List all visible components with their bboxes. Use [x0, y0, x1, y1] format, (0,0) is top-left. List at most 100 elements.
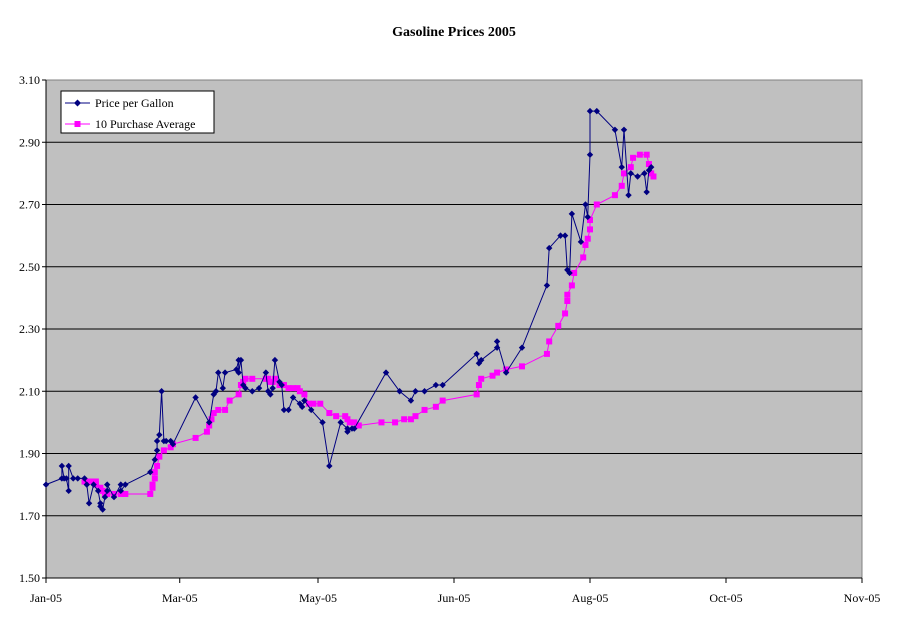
- data-point-price: [396, 388, 403, 395]
- data-point-average: [269, 378, 276, 385]
- data-point-average: [242, 375, 249, 382]
- data-point-price: [81, 475, 88, 482]
- data-point-average: [290, 385, 297, 392]
- data-point-average: [151, 469, 158, 476]
- legend-label-price: Price per Gallon: [95, 96, 174, 110]
- data-point-price: [432, 381, 440, 389]
- data-point-price: [90, 481, 97, 488]
- y-tick-label: 1.70: [19, 509, 40, 523]
- data-point-price: [584, 213, 591, 221]
- data-point-average: [475, 382, 482, 389]
- data-point-price: [564, 266, 571, 274]
- data-point-price: [94, 487, 102, 495]
- data-point-price: [206, 419, 213, 426]
- data-point-average: [154, 462, 161, 469]
- data-point-average: [235, 391, 242, 398]
- data-point-price: [439, 381, 446, 389]
- data-point-average: [494, 369, 501, 376]
- data-point-average: [584, 235, 591, 242]
- x-tick-label: Oct-05: [709, 591, 742, 605]
- data-point-price: [319, 419, 326, 426]
- data-point-price: [566, 269, 573, 277]
- y-tick-label: 3.10: [19, 73, 40, 87]
- chart-title: Gasoline Prices 2005: [392, 25, 516, 40]
- data-point-average: [310, 400, 317, 407]
- data-point-average: [562, 310, 569, 317]
- data-point-average: [271, 375, 278, 382]
- data-point-average: [156, 453, 163, 460]
- data-point-average: [265, 375, 272, 382]
- data-point-price: [221, 369, 229, 376]
- data-point-price: [99, 506, 106, 513]
- legend-box: [60, 90, 215, 134]
- data-point-price: [568, 210, 576, 218]
- data-point-price: [412, 388, 419, 395]
- series-price: [42, 107, 655, 513]
- data-point-average: [519, 363, 525, 370]
- data-point-average: [564, 297, 571, 304]
- y-tick-label: 2.70: [19, 198, 40, 212]
- y-tick-label: 1.90: [19, 447, 40, 461]
- data-point-price: [502, 369, 510, 376]
- data-point-price: [104, 481, 111, 488]
- data-point-price: [262, 369, 270, 376]
- data-point-average: [568, 282, 575, 289]
- data-point-average: [305, 400, 312, 407]
- y-tick-label: 2.90: [19, 135, 40, 149]
- data-point-average: [226, 397, 233, 404]
- data-point-price: [235, 369, 242, 376]
- data-point-average: [344, 416, 351, 423]
- data-point-average: [147, 490, 154, 497]
- data-point-average: [630, 154, 637, 161]
- data-point-price: [586, 151, 594, 158]
- data-point-price: [641, 170, 648, 177]
- data-point-average: [208, 416, 215, 423]
- data-point-average: [546, 338, 553, 345]
- data-point-average: [627, 164, 634, 171]
- data-point-average: [296, 388, 303, 395]
- data-point-price: [269, 384, 276, 392]
- data-point-average: [650, 173, 657, 180]
- data-point-average: [432, 403, 439, 410]
- data-point-price: [242, 384, 249, 392]
- data-point-average: [636, 151, 643, 158]
- data-point-price: [101, 493, 109, 501]
- data-point-price: [58, 462, 66, 470]
- data-point-price: [285, 406, 292, 414]
- data-point-average: [97, 484, 104, 491]
- data-point-price: [518, 344, 526, 351]
- y-tick-label: 2.10: [19, 384, 40, 398]
- data-point-average: [421, 406, 428, 413]
- data-point-average: [571, 269, 578, 276]
- data-point-average: [648, 170, 655, 177]
- data-point-average: [618, 182, 625, 189]
- y-tick-label: 2.50: [19, 260, 40, 274]
- data-point-price: [586, 107, 594, 115]
- data-point-price: [192, 394, 199, 401]
- legend-marker-average: [74, 121, 81, 127]
- x-tick-label: May-05: [299, 591, 337, 605]
- data-point-price: [212, 388, 220, 395]
- data-point-price: [255, 384, 263, 392]
- data-point-average: [192, 434, 199, 441]
- data-point-average: [582, 241, 589, 248]
- data-point-average: [294, 385, 301, 392]
- data-point-price: [267, 391, 274, 398]
- data-point-price: [117, 481, 124, 488]
- data-point-average: [401, 416, 408, 423]
- data-point-average: [593, 201, 600, 208]
- data-point-price: [344, 428, 351, 435]
- data-point-price: [648, 163, 655, 171]
- data-point-price: [382, 369, 390, 376]
- data-point-average: [215, 406, 222, 413]
- data-point-average: [317, 400, 324, 407]
- data-point-price: [153, 437, 161, 445]
- data-point-average: [351, 419, 358, 426]
- data-point-price: [280, 406, 288, 414]
- series-area: [42, 107, 657, 513]
- data-point-average: [555, 322, 562, 329]
- y-tick-label: 2.30: [19, 322, 40, 336]
- data-point-price: [546, 244, 553, 252]
- data-point-price: [326, 462, 333, 470]
- data-point-average: [564, 291, 571, 298]
